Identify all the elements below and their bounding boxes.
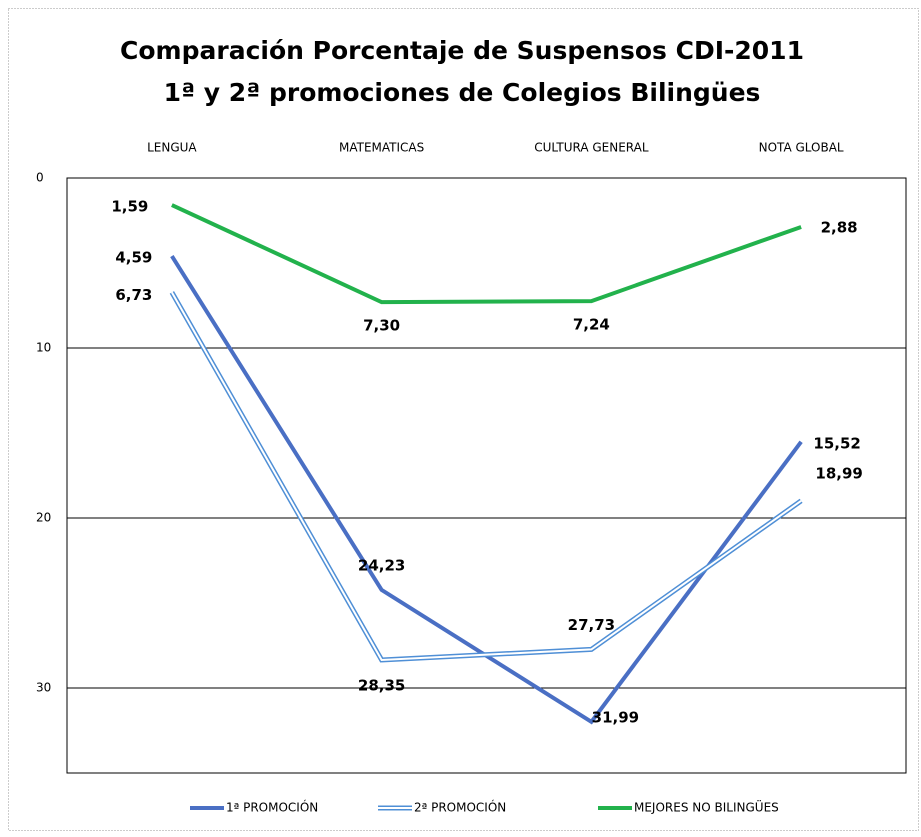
y-tick-label: 10 (36, 341, 51, 355)
data-label: 31,99 (592, 708, 639, 726)
x-tick-label: LENGUA (147, 141, 197, 155)
data-label: 7,30 (363, 317, 400, 335)
y-tick-label: 20 (36, 511, 51, 525)
chart-title: Comparación Porcentaje de Suspensos CDI-… (120, 36, 804, 65)
legend-label: 2ª PROMOCIÓN (414, 800, 506, 815)
data-label: 28,35 (358, 676, 405, 694)
legend-label: 1ª PROMOCIÓN (226, 800, 318, 815)
data-label: 18,99 (815, 464, 862, 482)
data-label: 6,73 (115, 286, 152, 304)
y-tick-label: 30 (36, 681, 51, 695)
data-label: 4,59 (115, 249, 152, 267)
data-label: 15,52 (813, 434, 860, 452)
series-line-core (171, 291, 802, 661)
data-label: 7,24 (573, 316, 610, 334)
data-label: 27,73 (568, 616, 615, 634)
data-label: 2,88 (821, 218, 858, 236)
y-tick-label: 0 (36, 171, 44, 185)
series-line (171, 203, 802, 305)
chart-frame (8, 8, 919, 831)
chart-title: 1ª y 2ª promociones de Colegios Bilingüe… (164, 78, 761, 107)
data-label: 1,59 (111, 198, 148, 216)
data-label: 24,23 (358, 556, 405, 574)
plot-border (66, 177, 907, 774)
x-tick-label: MATEMATICAS (339, 141, 424, 155)
x-tick-label: NOTA GLOBAL (759, 141, 844, 155)
legend-label: MEJORES NO BILINGÜES (634, 799, 779, 815)
x-tick-label: CULTURA GENERAL (534, 141, 649, 155)
